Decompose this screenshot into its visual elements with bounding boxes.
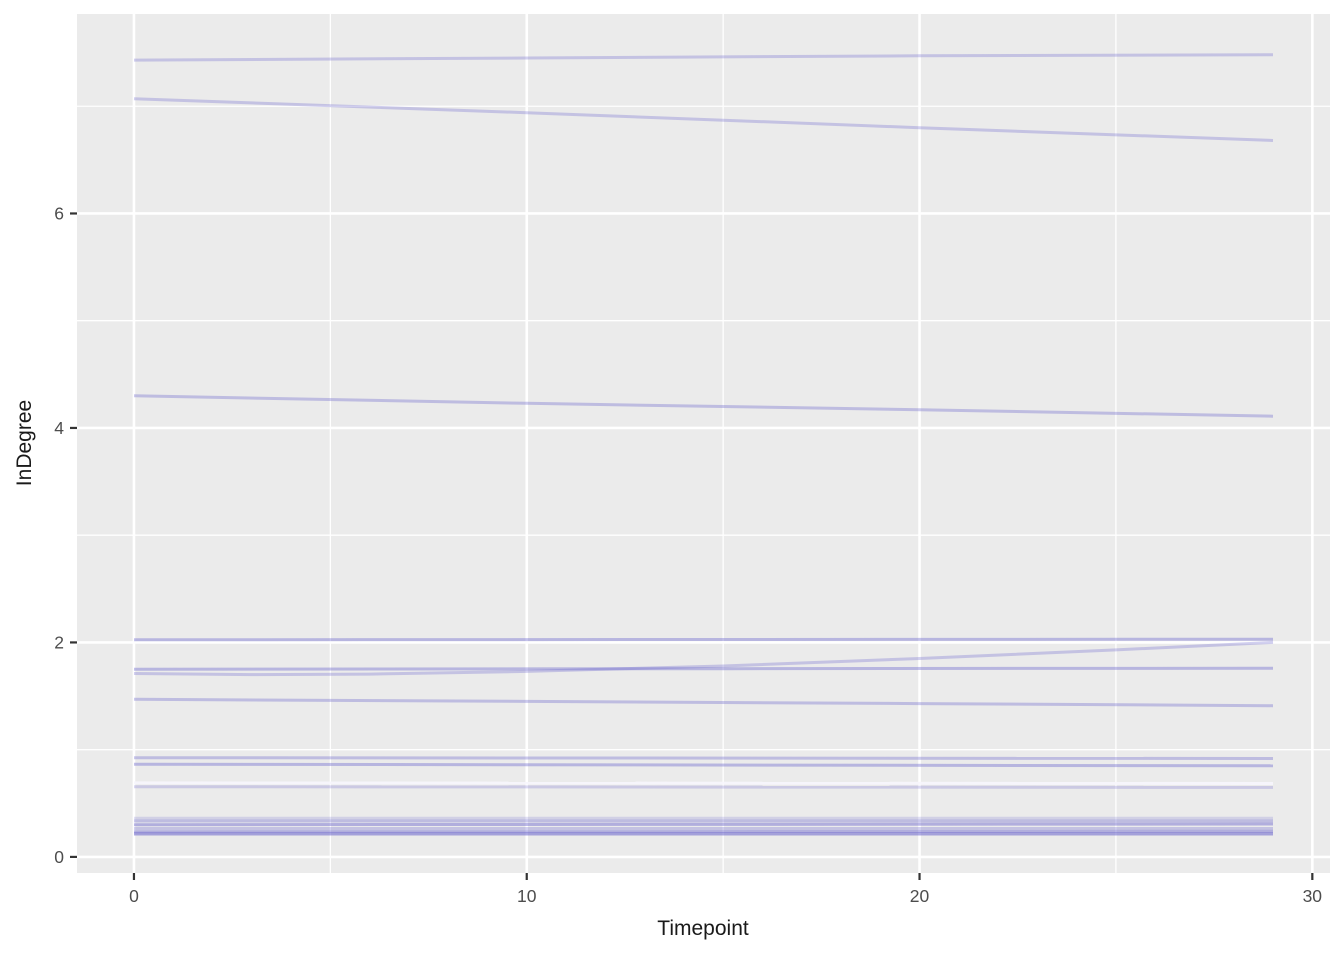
y-axis-title: InDegree [13,399,36,487]
y-tick-label: 6 [54,203,64,223]
trend-line-trend-0.65 [133,785,1274,789]
plot-panel [77,14,1330,873]
x-tick-label: 0 [129,886,139,906]
trend-line-trend-0.92 [133,756,1274,760]
trend-line-trend-2.0-flat [133,637,1274,642]
y-tick-label: 4 [54,418,64,438]
y-tick-label: 2 [54,632,64,652]
x-tick-label: 10 [517,886,537,906]
x-axis-title: Timepoint [0,918,1344,939]
y-tick-label: 0 [54,847,64,867]
trend-line-trend-0.86 [133,762,1274,768]
trend-line-trend-1.75-flat [133,666,1274,671]
x-axis-title-text: Timepoint [657,917,749,940]
trend-line-trend-7.0-declining [133,97,1274,142]
x-tick-label: 30 [1303,886,1323,906]
trend-line-trend-0.69-very-light [133,781,1274,785]
x-tick-label: 20 [910,886,930,906]
trend-line-trend-1.47-declining [133,697,1274,708]
trend-line-trend-0.305 [133,822,1274,827]
trend-line-trend-7.4 [133,53,1274,62]
y-axis-title-text: InDegree [13,399,36,487]
trend-line-trend-4.3-declining [133,394,1274,418]
trend-line-trend-rising-1.7-to-2.0 [133,640,1274,677]
